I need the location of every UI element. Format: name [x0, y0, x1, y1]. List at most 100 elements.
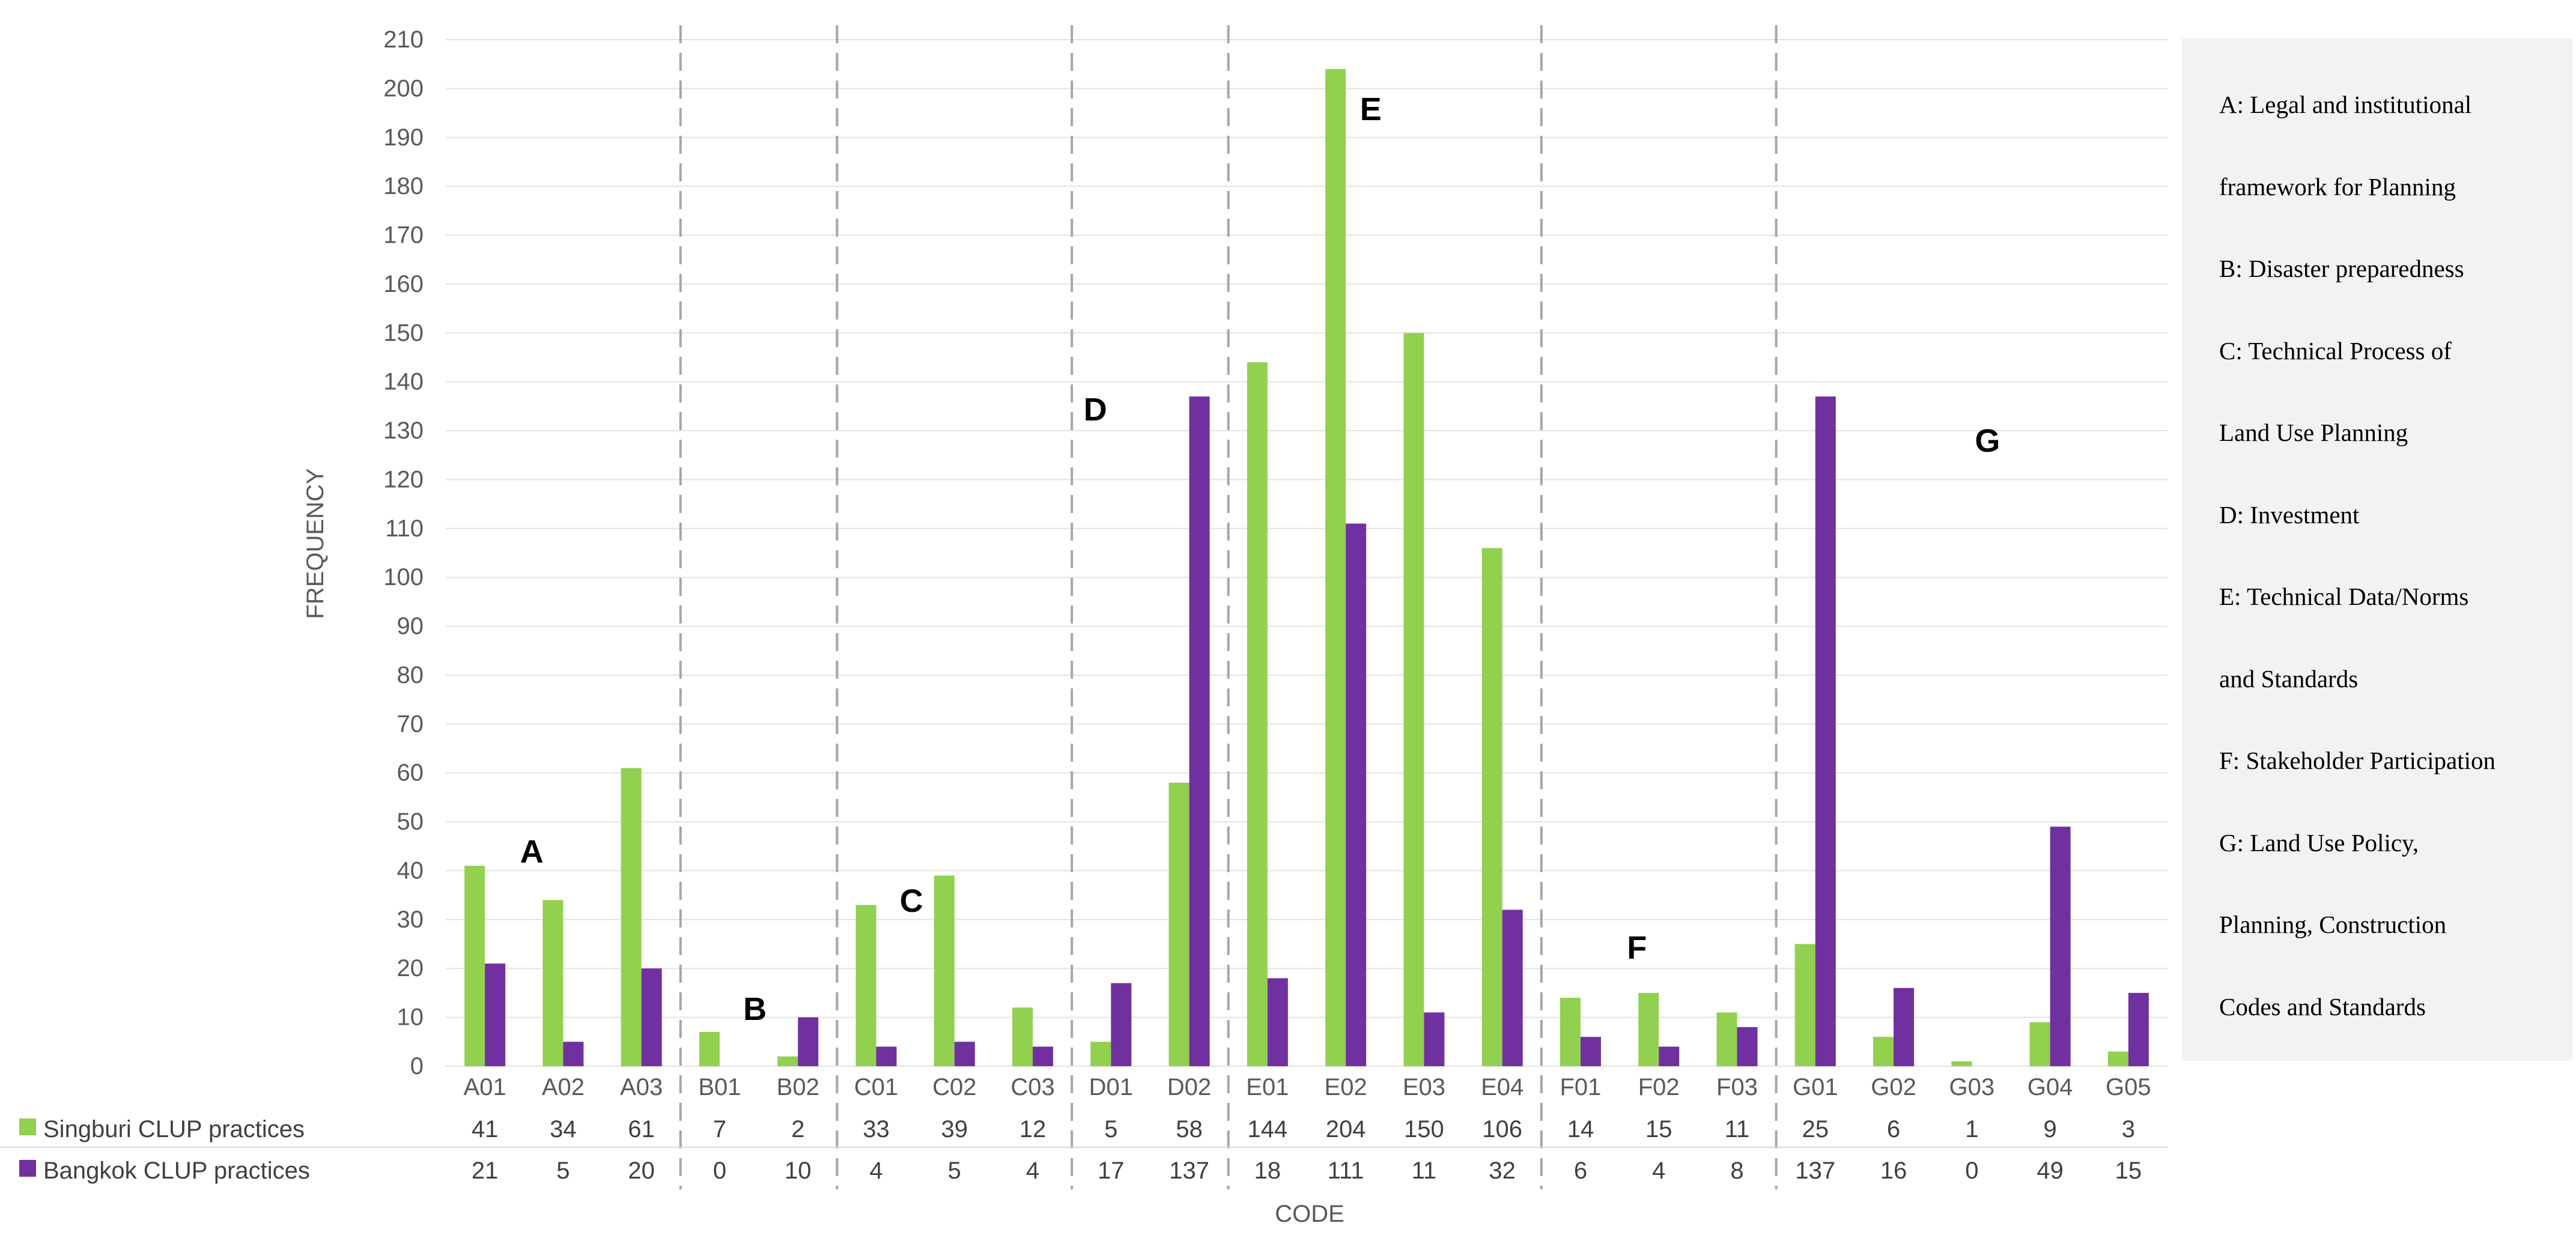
- bar-bangkok: [954, 1042, 975, 1066]
- y-tick-label: 40: [397, 857, 424, 884]
- data-table-value: 21: [472, 1158, 499, 1184]
- y-tick-label: 130: [383, 417, 424, 444]
- data-table-value: 49: [2037, 1158, 2064, 1184]
- bar-bangkok: [1580, 1037, 1601, 1066]
- data-table-value: 14: [1567, 1116, 1594, 1142]
- y-tick-label: 180: [383, 173, 424, 199]
- legend-label-singburi: Singburi CLUP practices: [43, 1116, 305, 1142]
- x-tick-label: F01: [1560, 1074, 1601, 1100]
- y-tick-label: 70: [397, 711, 424, 737]
- x-tick-label: G02: [1871, 1074, 1916, 1100]
- bar-bangkok: [1267, 978, 1288, 1066]
- x-tick-label: A01: [464, 1074, 506, 1100]
- x-tick-label: E02: [1325, 1074, 1367, 1100]
- code-legend-line: Codes and Standards: [2219, 992, 2426, 1021]
- data-table-value: 12: [1019, 1116, 1046, 1142]
- code-legend-line: A: Legal and institutional: [2219, 91, 2472, 118]
- code-legend-panel: A: Legal and institutional framework for …: [2182, 38, 2572, 1061]
- bar-bangkok: [1424, 1012, 1445, 1066]
- bar-singburi: [1481, 548, 1502, 1066]
- data-table-value: 39: [941, 1116, 968, 1142]
- data-table-value: 5: [556, 1158, 570, 1184]
- data-table-value: 0: [713, 1158, 726, 1184]
- x-tick-label: D01: [1089, 1074, 1133, 1100]
- data-table-value: 34: [550, 1116, 577, 1142]
- data-table-value: 4: [1652, 1158, 1665, 1184]
- bar-singburi: [1638, 992, 1659, 1066]
- y-axis-title: FREQUENCY: [302, 468, 329, 619]
- y-tick-label: 160: [383, 271, 424, 297]
- bar-singburi: [1325, 68, 1346, 1066]
- data-table-value: 137: [1169, 1158, 1209, 1184]
- code-legend-line: F: Stakeholder Participation: [2219, 747, 2496, 774]
- group-label-a: A: [520, 834, 544, 870]
- legend-label-bangkok: Bangkok CLUP practices: [43, 1158, 310, 1184]
- group-label-e: E: [1360, 91, 1382, 127]
- bar-singburi: [1012, 1007, 1033, 1066]
- x-tick-label: A03: [620, 1074, 663, 1100]
- x-tick-label: F03: [1716, 1074, 1758, 1100]
- data-table-value: 8: [1730, 1158, 1743, 1184]
- bar-singburi: [699, 1032, 720, 1066]
- bar-singburi: [934, 875, 955, 1066]
- bar-bangkok: [2128, 992, 2149, 1066]
- x-tick-label: E04: [1481, 1074, 1523, 1100]
- data-table-value: 5: [1104, 1116, 1117, 1142]
- group-label-b: B: [743, 991, 767, 1027]
- code-legend-line: Planning, Construction: [2219, 911, 2447, 938]
- data-table-value: 11: [1725, 1116, 1750, 1142]
- code-legend-line: E: Technical Data/Norms: [2219, 583, 2469, 610]
- legend-swatch-singburi: [19, 1118, 36, 1135]
- code-legend-line: Land Use Planning: [2219, 419, 2408, 446]
- data-table-value: 32: [1489, 1158, 1516, 1184]
- y-tick-label: 100: [383, 564, 424, 590]
- bar-singburi: [2107, 1051, 2128, 1066]
- y-tick-label: 60: [397, 760, 424, 786]
- data-table-value: 17: [1098, 1158, 1125, 1184]
- y-tick-label: 120: [383, 466, 424, 493]
- data-table-value: 25: [1802, 1116, 1829, 1142]
- x-tick-label: G05: [2106, 1074, 2151, 1100]
- group-separators: [679, 25, 1778, 1189]
- bar-singburi: [2029, 1022, 2050, 1066]
- bar-singburi: [1716, 1012, 1737, 1066]
- x-tick-label: G04: [2028, 1074, 2073, 1100]
- data-table-value: 4: [1026, 1158, 1039, 1184]
- y-tick-label: 10: [397, 1004, 424, 1031]
- frequency-chart: 0102030405060708090100110120130140150160…: [0, 25, 2167, 1227]
- data-table-value: 58: [1176, 1116, 1203, 1142]
- data-table-value: 7: [713, 1116, 726, 1142]
- x-axis-title: CODE: [1275, 1201, 1344, 1227]
- data-table-value: 33: [863, 1116, 890, 1142]
- data-table-value: 11: [1412, 1158, 1437, 1184]
- y-tick-label: 20: [397, 955, 424, 982]
- code-legend-line: G: Land Use Policy,: [2219, 828, 2419, 857]
- data-table-value: 10: [785, 1158, 812, 1184]
- bar-singburi: [542, 900, 564, 1066]
- y-tick-label: 140: [383, 369, 424, 395]
- data-table-value: 61: [628, 1116, 655, 1142]
- group-label-c: C: [900, 883, 923, 919]
- data-table-value: 15: [2115, 1158, 2142, 1184]
- y-tick-label: 90: [397, 613, 424, 640]
- y-tick-label: 190: [383, 124, 424, 151]
- data-table-value: 20: [628, 1158, 655, 1184]
- x-tick-label: C03: [1010, 1074, 1054, 1100]
- bar-bangkok: [1894, 988, 1915, 1066]
- data-table-value: 150: [1404, 1116, 1444, 1142]
- bar-singburi: [1951, 1061, 1972, 1066]
- bar-singburi: [621, 768, 642, 1066]
- bar-bangkok: [1033, 1046, 1054, 1066]
- bar-bangkok: [641, 968, 662, 1066]
- code-legend-line: B: Disaster preparedness: [2219, 255, 2464, 282]
- x-tick-label: F02: [1638, 1074, 1680, 1100]
- group-label-g: G: [1975, 423, 2000, 459]
- x-tick-label: G03: [1949, 1074, 1995, 1100]
- y-tick-label: 110: [385, 515, 424, 542]
- bar-singburi: [1168, 782, 1189, 1066]
- data-table-value: 4: [869, 1158, 882, 1184]
- bar-singburi: [777, 1056, 798, 1066]
- bar-bangkok: [1111, 983, 1132, 1066]
- data-table-value: 1: [1965, 1116, 1978, 1142]
- data-table-value: 144: [1247, 1116, 1287, 1142]
